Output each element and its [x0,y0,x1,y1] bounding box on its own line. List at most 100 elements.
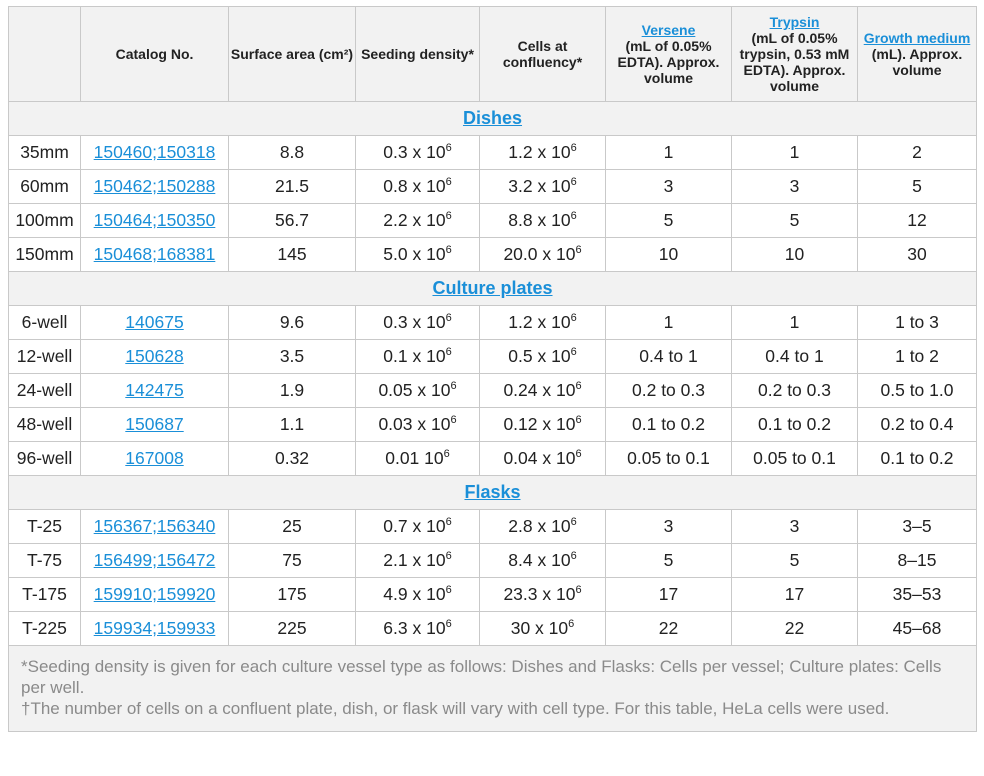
table-row: 150mm 150468;168381 145 5.0 x 106 20.0 x 106… [8,237,977,272]
catalog-link[interactable]: 167008 [125,448,184,468]
table-row: 6-well 140675 9.6 0.3 x 106 1.2 x 106 1 1 1 to … [8,305,977,340]
surface-area-cell: 25 [228,509,356,544]
trypsin-volume-cell: 0.05 to 0.1 [731,441,858,476]
value-base: 0.3 x 10 [383,142,446,162]
trypsin-volume-cell: 0.4 to 1 [731,339,858,374]
cell-value: 75 [282,550,302,570]
catalog-link[interactable]: 156367;156340 [93,516,216,536]
catalog-cell: 150464;150350 [80,203,229,238]
value-base: 0.1 x 10 [383,346,446,366]
exponent: 6 [450,414,457,427]
footnote-seeding: *Seeding density is given for each cultu… [21,657,942,697]
value-base: 20.0 x 10 [503,244,576,264]
cell-value: 5 [663,210,674,230]
catalog-link[interactable]: 142475 [125,380,184,400]
value-base: 1.2 x 10 [508,312,571,332]
value-base: 0.24 x 10 [503,380,576,400]
cell-value: 0.2 to 0.3 [632,380,705,400]
versene-desc: (mL of 0.05% EDTA). Approx. volume [617,38,720,86]
catalog-link[interactable]: 150628 [125,346,184,366]
catalog-cell: 167008 [80,441,229,476]
trypsin-link[interactable]: Trypsin [769,14,820,30]
header-growth-medium: Growth medium (mL). Approx. volume [857,6,977,102]
seeding-density-cell: 0.1 x 106 [355,339,480,374]
table-row: 96-well 167008 0.32 0.01 106 0.04 x 106 0.05 … [8,441,977,476]
cell-value: 60mm [20,176,69,196]
value-base: 0.03 x 10 [378,414,451,434]
cell-value: 56.7 [274,210,310,230]
cell-value: 48-well [16,414,73,434]
catalog-link[interactable]: 150687 [125,414,184,434]
growth-medium-desc: (mL). Approx. volume [871,46,963,78]
exponent: 6 [570,176,577,189]
value-base: 23.3 x 10 [503,584,576,604]
trypsin-volume-cell: 5 [731,543,858,578]
exponent: 6 [445,346,452,359]
catalog-cell: 150468;168381 [80,237,229,272]
cell-value: 5 [789,210,800,230]
versene-volume-cell: 10 [605,237,732,272]
section-link-plates[interactable]: Culture plates [432,278,553,298]
value-base: 2.1 x 10 [383,550,446,570]
vessel-type-cell: T-225 [8,611,81,646]
exponent: 6 [570,346,577,359]
catalog-link[interactable]: 159934;159933 [93,618,216,638]
catalog-link[interactable]: 150464;150350 [93,210,216,230]
cell-value: 1 [663,142,674,162]
catalog-link[interactable]: 156499;156472 [93,550,216,570]
vessel-type-cell: 24-well [8,373,81,408]
cell-value: 225 [277,618,307,638]
vessel-type-cell: T-25 [8,509,81,544]
surface-area-cell: 21.5 [228,169,356,204]
confluency-cell: 0.04 x 106 [479,441,606,476]
exponent: 6 [575,584,582,597]
exponent: 6 [570,142,577,155]
cell-value: 9.6 [279,312,305,332]
section-cell: Flasks [8,475,977,510]
value-base: 3.2 x 10 [508,176,571,196]
section-link-flasks[interactable]: Flasks [464,482,521,502]
exponent: 6 [575,448,582,461]
versene-volume-cell: 0.4 to 1 [605,339,732,374]
cell-value: 5 [789,550,800,570]
seeding-density-cell: 0.03 x 106 [355,407,480,442]
medium-volume-cell: 8–15 [857,543,977,578]
catalog-link[interactable]: 150468;168381 [93,244,216,264]
value-base: 30 x 10 [510,618,569,638]
vessel-type-cell: T-175 [8,577,81,612]
cell-value: 3.5 [279,346,305,366]
value-base: 1.2 x 10 [508,142,571,162]
growth-medium-link[interactable]: Growth medium [863,30,971,46]
catalog-cell: 150628 [80,339,229,374]
cell-value: 3 [663,176,674,196]
value-base: 6.3 x 10 [383,618,446,638]
catalog-link[interactable]: 150462;150288 [93,176,216,196]
cell-value: 0.1 to 0.2 [880,448,954,468]
confluency-cell: 23.3 x 106 [479,577,606,612]
catalog-link[interactable]: 140675 [125,312,184,332]
versene-link[interactable]: Versene [641,22,696,38]
confluency-cell: 3.2 x 106 [479,169,606,204]
exponent: 6 [445,210,452,223]
cell-value: 0.2 to 0.4 [880,414,954,434]
trypsin-volume-cell: 3 [731,169,858,204]
cell-value: 22 [784,618,805,638]
catalog-cell: 156367;156340 [80,509,229,544]
confluency-cell: 8.4 x 106 [479,543,606,578]
cell-value: 1.1 [279,414,305,434]
cell-value: 3–5 [902,516,932,536]
surface-area-cell: 1.9 [228,373,356,408]
cell-value: 3 [663,516,674,536]
catalog-link[interactable]: 159910;159920 [93,584,216,604]
cell-value: 0.05 to 0.1 [627,448,710,468]
trypsin-volume-cell: 1 [731,305,858,340]
exponent: 6 [450,380,457,393]
vessel-type-cell: T-75 [8,543,81,578]
vessel-type-cell: 100mm [8,203,81,238]
catalog-cell: 142475 [80,373,229,408]
section-link-dishes[interactable]: Dishes [462,108,523,128]
catalog-link[interactable]: 150460;150318 [93,142,216,162]
cell-value: 45–68 [892,618,942,638]
catalog-cell: 150460;150318 [80,135,229,170]
confluency-cell: 1.2 x 106 [479,305,606,340]
